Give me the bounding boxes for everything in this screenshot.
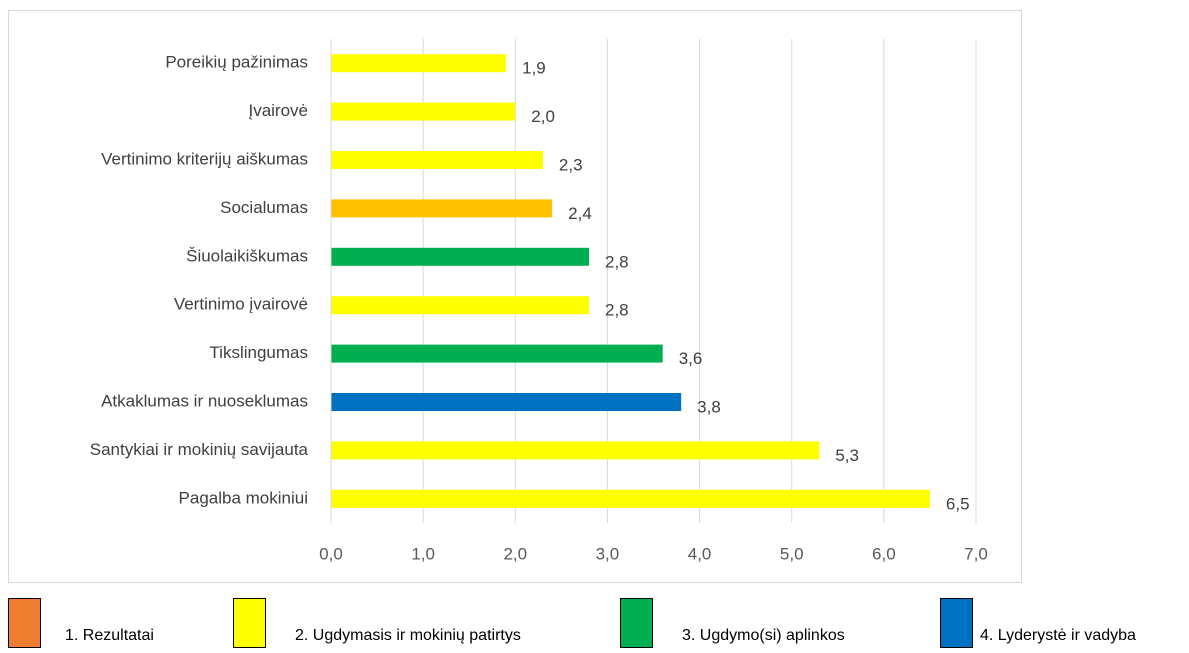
legend-swatch [8,598,41,648]
bar [331,344,663,363]
data-label: 2,4 [568,204,592,223]
x-tick-label: 1,0 [411,544,435,563]
data-label: 2,8 [605,301,629,320]
y-tick-label: Įvairovė [248,101,308,120]
y-tick-label: Socialumas [220,198,308,217]
y-tick-label: Šiuolaikiškumas [186,246,308,265]
x-tick-label: 7,0 [964,544,988,563]
y-tick-label: Poreikių pažinimas [165,53,308,72]
legend-swatch [620,598,653,648]
legend-label: 4. Lyderystė ir vadyba [980,627,1136,644]
x-tick-label: 0,0 [319,544,343,563]
data-label: 5,3 [835,446,859,465]
data-label: 2,8 [605,252,629,271]
legend-label: 3. Ugdymo(si) aplinkos [682,627,845,644]
bar [331,393,682,411]
bar [331,102,516,121]
legend-label: 1. Rezultatai [65,627,154,644]
x-tick-label: 3,0 [596,544,620,563]
y-tick-label: Vertinimo kriterijų aiškumas [101,149,308,168]
y-tick-label: Tikslingumas [209,343,308,362]
y-tick-label: Pagalba mokiniui [179,488,308,507]
legend-label: 2. Ugdymasis ir mokinių patirtys [295,627,521,644]
x-tick-label: 4,0 [688,544,712,563]
bar [331,296,589,315]
y-tick-label: Vertinimo įvairovė [174,295,308,314]
legend-swatch [940,598,973,648]
bar [331,489,930,508]
bar [331,441,820,460]
y-tick-label: Atkaklumas ir nuoseklumas [101,391,308,410]
y-tick-label: Santykiai ir mokinių savijauta [90,440,309,459]
bar [331,199,553,218]
data-label: 6,5 [946,494,970,513]
x-tick-label: 6,0 [872,544,896,563]
x-tick-label: 5,0 [780,544,804,563]
data-label: 1,9 [522,59,546,78]
bar [331,54,507,73]
bar [331,151,543,169]
data-label: 3,6 [679,349,703,368]
data-label: 3,8 [697,397,721,416]
legend-swatch [233,598,266,648]
x-tick-label: 2,0 [503,544,527,563]
bar [331,247,589,266]
data-label: 2,0 [531,107,555,126]
data-label: 2,3 [559,155,583,174]
